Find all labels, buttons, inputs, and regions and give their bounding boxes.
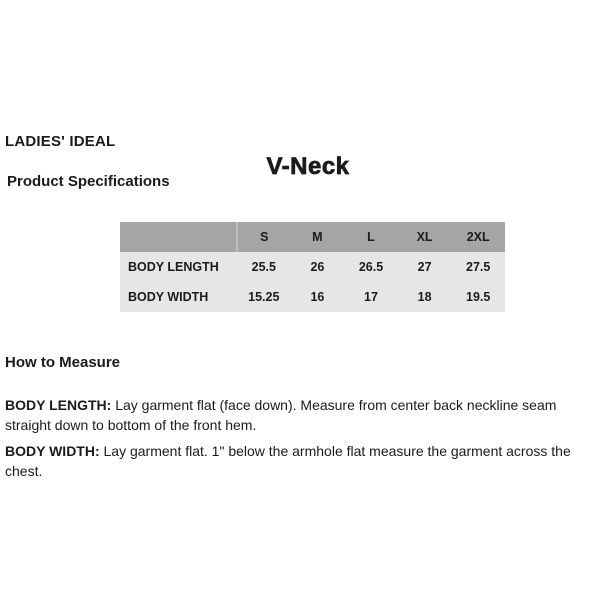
- table-row-body-length: BODY LENGTH 25.5 26 26.5 27 27.5: [120, 252, 505, 282]
- table-row-body-width: BODY WIDTH 15.25 16 17 18 19.5: [120, 282, 505, 312]
- measure-term-body-width: BODY WIDTH:: [5, 443, 100, 459]
- spec-table-header-row: S M L XL 2XL: [120, 222, 505, 252]
- cell-body-length-xl: 27: [397, 252, 452, 282]
- product-name: V-Neck: [266, 153, 350, 181]
- measure-desc-body-width: Lay garment flat. 1" below the armhole f…: [5, 443, 571, 479]
- column-header-l: L: [344, 222, 398, 252]
- measure-desc-body-length: Lay garment flat (face down). Measure fr…: [5, 397, 557, 433]
- measure-term-body-length: BODY LENGTH:: [5, 397, 112, 413]
- measure-instruction-body-width: BODY WIDTH: Lay garment flat. 1" below t…: [5, 442, 598, 481]
- section-title: Product Specifications: [7, 173, 170, 190]
- column-header-xl: XL: [397, 222, 452, 252]
- cell-body-width-xl: 18: [397, 282, 452, 312]
- cell-body-width-s: 15.25: [237, 282, 291, 312]
- cell-body-width-l: 17: [344, 282, 398, 312]
- measure-instructions: BODY LENGTH: Lay garment flat (face down…: [5, 396, 598, 488]
- cell-body-width-2xl: 19.5: [451, 282, 505, 312]
- cell-body-width-m: 16: [290, 282, 345, 312]
- cell-body-length-2xl: 27.5: [451, 252, 505, 282]
- cell-body-length-s: 25.5: [237, 252, 291, 282]
- row-label-body-width: BODY WIDTH: [120, 282, 237, 312]
- column-header-s: S: [237, 222, 291, 252]
- brand-title: LADIES' IDEAL: [5, 133, 116, 150]
- spec-table: S M L XL 2XL BODY LENGTH 25.5 26 26.5 27…: [120, 222, 505, 312]
- cell-body-length-m: 26: [290, 252, 345, 282]
- cell-body-length-l: 26.5: [344, 252, 398, 282]
- how-to-measure-title: How to Measure: [5, 354, 121, 371]
- row-label-body-length: BODY LENGTH: [120, 252, 237, 282]
- column-header-2xl: 2XL: [451, 222, 505, 252]
- column-header-m: M: [290, 222, 345, 252]
- column-header-blank: [120, 222, 238, 252]
- measure-instruction-body-length: BODY LENGTH: Lay garment flat (face down…: [5, 396, 598, 435]
